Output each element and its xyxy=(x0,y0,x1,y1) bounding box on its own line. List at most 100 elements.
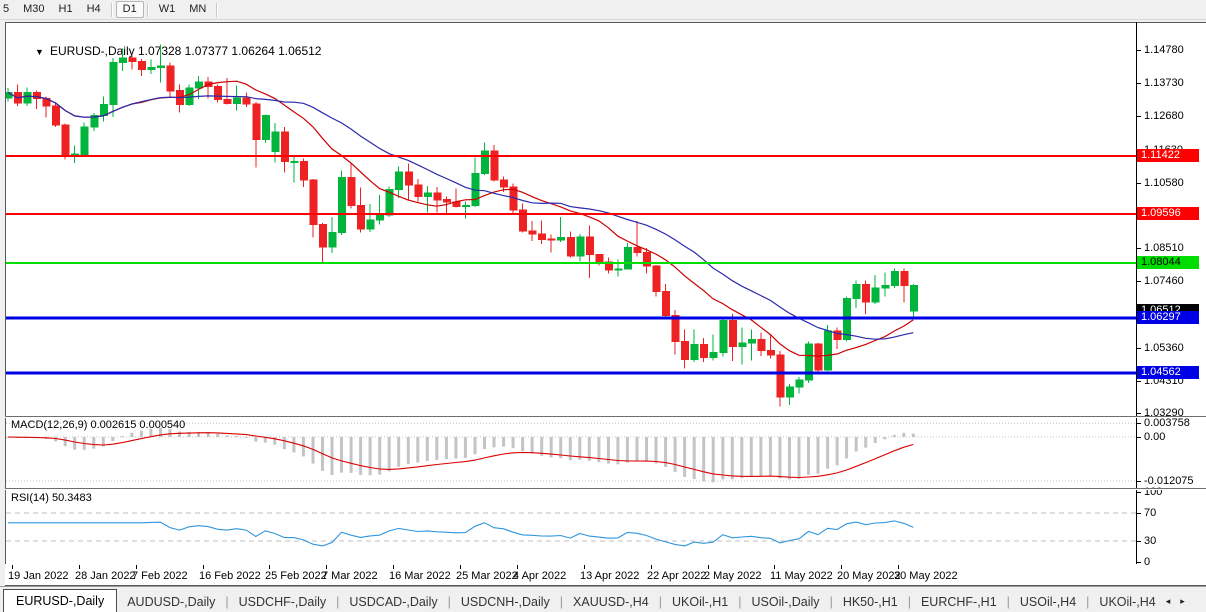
macd-bar xyxy=(197,431,201,437)
tab-divider: | xyxy=(447,595,451,609)
price-axis-label: 1.10580 xyxy=(1144,177,1184,189)
chart-tab-ukoil-h1[interactable]: UKOil-,H1 xyxy=(671,595,729,609)
macd-bar xyxy=(368,437,372,476)
price-tag-1.06297: 1.06297 xyxy=(1137,311,1199,324)
chart-dropdown-icon[interactable]: ▼ xyxy=(35,47,44,57)
macd-bar xyxy=(235,436,239,438)
macd-bar xyxy=(873,437,877,444)
macd-bar xyxy=(435,437,439,460)
chart-tab-audusd-daily[interactable]: AUDUSD-,Daily xyxy=(127,595,216,609)
candle-body xyxy=(738,342,747,347)
chart-tab-xauusd-h4[interactable]: XAUUSD-,H4 xyxy=(573,595,649,609)
candle-body xyxy=(214,85,223,101)
macd-bar xyxy=(92,437,96,449)
candle-body xyxy=(671,315,680,343)
tab-divider: | xyxy=(907,595,911,609)
macd-bar xyxy=(645,437,648,462)
rsi-axis-label: 70 xyxy=(1144,507,1157,519)
chart-tab-usdchf-daily[interactable]: USDCHF-,Daily xyxy=(238,595,327,609)
rsi-line xyxy=(8,520,914,547)
tab-divider: | xyxy=(336,595,340,609)
macd-bar xyxy=(625,437,629,463)
candle-body xyxy=(80,126,89,155)
rsi-pane-divider[interactable] xyxy=(5,488,1206,490)
candle-body xyxy=(490,150,499,181)
candle-body xyxy=(595,254,604,263)
candle-body xyxy=(643,252,651,267)
timeframe-button-h1[interactable]: H1 xyxy=(58,3,73,15)
candle-body xyxy=(747,339,756,344)
macd-bar xyxy=(340,437,343,473)
time-axis: 19 Jan 2022 28 Jan 2022 7 Feb 2022 16 Feb 2… xyxy=(5,564,1136,586)
macd-pane-divider[interactable] xyxy=(5,416,1206,418)
candle-body xyxy=(357,205,366,230)
candle-body xyxy=(519,209,528,232)
candle-body xyxy=(109,62,118,106)
date-label: 28 Jan 2022 xyxy=(75,570,136,582)
date-tick xyxy=(269,565,270,569)
timeframe-button-d1[interactable]: D1 xyxy=(115,1,144,18)
price-pane xyxy=(6,44,1136,407)
timeframe-button-w1[interactable]: W1 xyxy=(158,3,176,15)
macd-bar xyxy=(483,437,486,449)
macd-bar xyxy=(206,432,210,437)
timeframe-button-5[interactable]: 5 xyxy=(3,3,10,15)
timeframe-button-h4[interactable]: H4 xyxy=(86,3,101,15)
macd-axis-tick xyxy=(1137,423,1141,424)
date-tick xyxy=(898,565,899,569)
date-label: 13 Apr 2022 xyxy=(580,570,640,582)
price-axis: 1.147801.137301.126801.116301.105801.085… xyxy=(1137,22,1206,568)
candle-body xyxy=(690,344,699,361)
macd-bar xyxy=(263,437,267,443)
chart-tab-usoil-daily[interactable]: USOil-,Daily xyxy=(751,595,820,609)
chart-tab-usoil-h4[interactable]: USOil-,H4 xyxy=(1019,595,1077,609)
macd-bar xyxy=(826,437,830,469)
tab-scroll-left-icon[interactable]: ◂ xyxy=(1165,596,1171,606)
macd-bar xyxy=(378,437,382,475)
date-tick xyxy=(393,565,394,569)
date-label: 7 Mar 2022 xyxy=(322,570,378,582)
macd-axis-label: 0.00 xyxy=(1144,431,1166,443)
chart-tab-usdcnh-daily[interactable]: USDCNH-,Daily xyxy=(460,595,550,609)
chart-tab-eurchf-h1[interactable]: EURCHF-,H1 xyxy=(920,595,997,609)
price-axis-tick xyxy=(1137,381,1141,382)
macd-bar xyxy=(692,437,696,480)
macd-bar xyxy=(654,437,658,464)
tab-scroll-right-icon[interactable]: ▸ xyxy=(1180,596,1185,606)
candle-body xyxy=(585,236,594,256)
chart-tab-usdcad-daily[interactable]: USDCAD-,Daily xyxy=(349,595,438,609)
macd-bar xyxy=(778,437,782,479)
rsi-pane xyxy=(6,512,1136,547)
candle-body xyxy=(623,246,632,270)
moving-averages-layer xyxy=(7,80,914,357)
candle-body xyxy=(347,176,356,207)
candle-body xyxy=(319,223,327,248)
candle-body xyxy=(195,81,204,89)
chart-tab-eurusd-daily[interactable]: EURUSD-,Daily xyxy=(3,589,118,612)
macd-bar xyxy=(559,437,563,459)
chart-tab-ukoil-h4[interactable]: UKOil-,H4 xyxy=(1099,595,1156,609)
price-axis-tick xyxy=(1137,116,1141,117)
macd-bar xyxy=(597,437,601,463)
timeframe-button-m30[interactable]: M30 xyxy=(23,3,45,15)
date-tick xyxy=(12,565,13,569)
price-axis-tick xyxy=(1137,50,1141,51)
price-axis-tick xyxy=(1137,281,1141,282)
candle-body xyxy=(385,189,394,216)
macd-bar xyxy=(244,437,248,438)
macd-bar xyxy=(816,437,820,474)
candle-body xyxy=(328,231,337,248)
candle-body xyxy=(538,233,547,240)
date-label: 16 Feb 2022 xyxy=(199,570,261,582)
chart-tab-hk50-h1[interactable]: HK50-,H1 xyxy=(842,595,898,609)
candle-body xyxy=(185,87,194,105)
macd-bar xyxy=(807,437,810,475)
price-axis-tick xyxy=(1137,248,1141,249)
timeframe-button-mn[interactable]: MN xyxy=(189,3,207,15)
date-label: 30 May 2022 xyxy=(894,570,958,582)
toolbar-separator xyxy=(146,2,149,17)
macd-bar xyxy=(883,437,887,440)
date-tick xyxy=(517,565,518,569)
macd-bar xyxy=(616,437,620,465)
macd-bar xyxy=(387,437,391,472)
